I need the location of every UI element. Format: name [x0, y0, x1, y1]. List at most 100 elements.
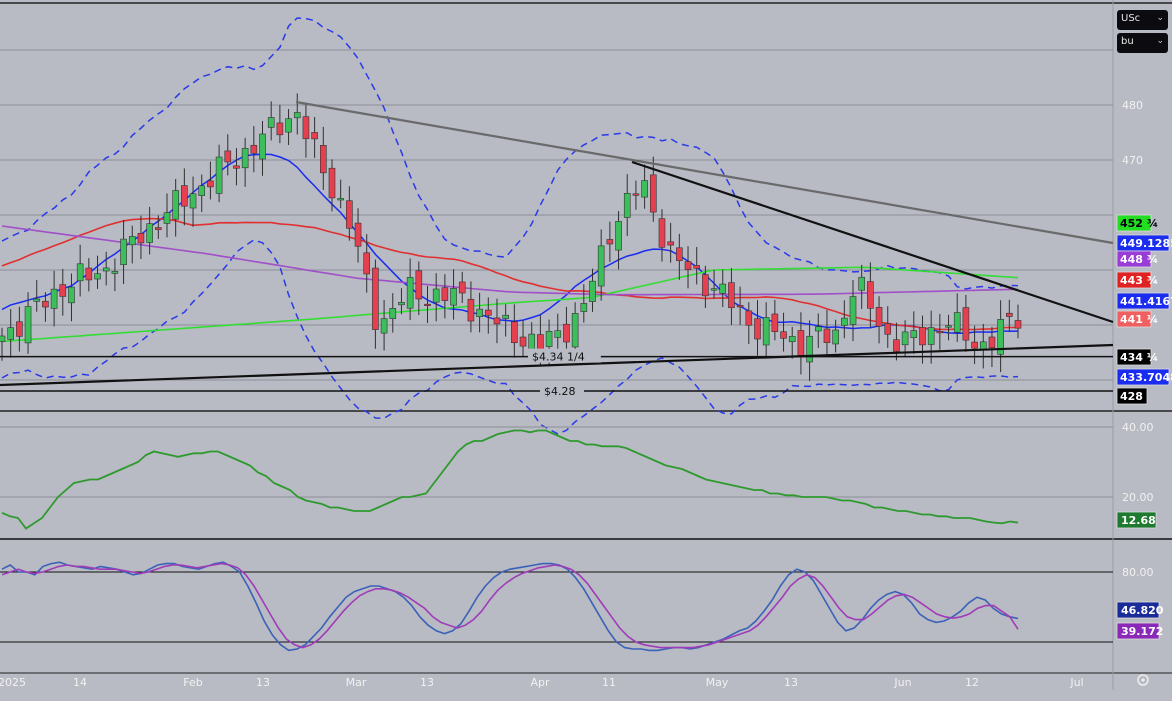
candle-up	[641, 180, 648, 198]
x-tick-label: Jun	[893, 676, 911, 689]
candle-down	[42, 300, 49, 308]
trendline-black-up	[0, 343, 1114, 387]
price-tag-label: 434 ¼	[1120, 351, 1158, 364]
candle-down	[250, 144, 258, 154]
candle-down	[867, 281, 874, 309]
x-tick-label: 13	[420, 676, 434, 689]
price-tag-label: 441.4167	[1120, 295, 1172, 308]
candle-down	[884, 323, 892, 335]
ma-green	[1, 266, 1019, 343]
indicator-line	[1, 429, 1019, 530]
support-label: $4.28	[544, 385, 576, 398]
candle-down	[16, 321, 23, 337]
stoch-value-tag	[1116, 622, 1160, 640]
y-tick-label: 20.00	[1122, 491, 1154, 504]
x-tick-label: 2025	[0, 676, 26, 689]
ma-purple	[1, 225, 1019, 296]
candle-up	[945, 325, 952, 328]
candle-down	[632, 193, 640, 196]
candle-up	[24, 306, 32, 344]
ma-red	[1, 217, 1018, 331]
candle-up	[554, 330, 562, 338]
candle-down	[936, 331, 944, 334]
candle-up	[76, 263, 84, 282]
candle-up	[597, 245, 605, 287]
price-tag	[1116, 292, 1170, 310]
settings-icon[interactable]	[1137, 674, 1149, 686]
candle-down	[372, 267, 379, 330]
x-tick-label: Mar	[346, 676, 367, 689]
candle-up	[111, 271, 119, 274]
support-label-bg	[540, 383, 584, 397]
candle-up	[927, 327, 935, 345]
candle-up	[215, 156, 223, 194]
candle-down	[155, 227, 162, 230]
x-tick-label: 13	[784, 676, 798, 689]
x-tick-label: 13	[256, 676, 270, 689]
candle-up	[528, 333, 536, 350]
price-tag-label: 443 ¾	[1120, 274, 1158, 287]
candle-down	[667, 241, 674, 246]
stoch-value-label: 46.820	[1121, 604, 1164, 617]
candle-down	[893, 339, 900, 352]
candle-up	[285, 118, 292, 133]
candle-up	[502, 314, 509, 319]
x-tick-label: Apr	[530, 676, 550, 689]
candle-up	[172, 190, 179, 220]
candle-down	[728, 282, 735, 308]
y-tick-label: 80.00	[1122, 566, 1154, 579]
candle-up	[849, 296, 857, 325]
candle-up	[545, 330, 553, 347]
settings-icon-ring	[1137, 674, 1149, 686]
candle-up	[571, 313, 579, 348]
candle-down	[606, 239, 614, 245]
candle-down	[415, 270, 423, 300]
candle-down	[1014, 320, 1022, 329]
candle-up	[710, 288, 718, 291]
candle-down	[511, 321, 518, 344]
price-tag-label: 441 ¼	[1120, 313, 1158, 326]
settings-icon-dot	[1141, 678, 1145, 682]
price-tag	[1116, 250, 1152, 268]
candle-down	[302, 116, 310, 140]
x-tick-label: Feb	[183, 676, 202, 689]
candle-up	[102, 267, 110, 272]
candle-up	[788, 336, 796, 343]
candle-down	[458, 281, 466, 294]
candle-down	[363, 252, 371, 275]
candle-up	[146, 223, 153, 243]
candle-up	[997, 319, 1004, 355]
candle-up	[33, 298, 41, 302]
lower-band	[1, 239, 1019, 435]
candle-down	[771, 313, 779, 332]
price-tag	[1116, 368, 1170, 386]
chevron-down-icon: ⌄	[1156, 13, 1164, 23]
candle-down	[467, 298, 475, 322]
stoch-signal-line	[1, 562, 1019, 649]
candle-down	[563, 323, 570, 343]
candle-up	[120, 238, 127, 266]
candle-up	[389, 307, 397, 319]
currency-select[interactable]: USc ⌄	[1117, 10, 1168, 30]
candle-down	[311, 132, 318, 140]
candle-up	[163, 212, 171, 224]
price-tag-label: 449.1285	[1120, 237, 1172, 250]
y-tick-label: 470	[1122, 154, 1143, 167]
y-tick-label: 480	[1122, 99, 1143, 112]
candle-up	[398, 302, 405, 306]
candle-up	[858, 276, 865, 291]
price-tag	[1116, 387, 1148, 405]
candle-down	[328, 167, 336, 199]
candle-up	[762, 317, 770, 346]
unit-select[interactable]: bu ⌄	[1117, 33, 1168, 53]
x-tick-label: 11	[602, 676, 616, 689]
candle-up	[910, 330, 918, 338]
candle-up	[623, 192, 631, 218]
price-tag	[1116, 214, 1152, 232]
candle-down	[207, 180, 214, 188]
middle-band	[1, 153, 1019, 335]
trendline-black-down	[631, 160, 1114, 324]
candle-up	[189, 193, 197, 209]
y-tick-label: 40.00	[1122, 421, 1154, 434]
